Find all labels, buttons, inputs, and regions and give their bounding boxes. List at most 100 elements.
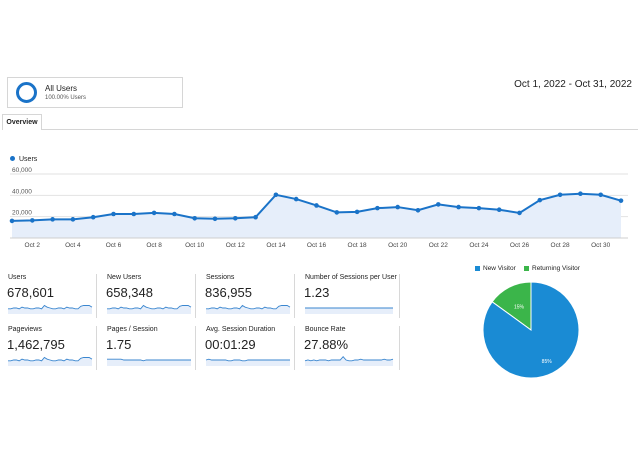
data-point[interactable] [70,217,76,222]
sparkline-area [305,356,393,366]
data-point[interactable] [354,209,360,215]
metric-sparkline [107,304,192,314]
metric-value: 27.88% [304,337,349,352]
sparkline-line [205,358,290,362]
data-point[interactable] [517,210,522,216]
returning-visitor-swatch [524,265,529,271]
metric-tile[interactable]: Users 678,601 [6,274,97,318]
data-point[interactable] [476,205,482,211]
x-tick-label: Oct 14 [266,242,286,249]
x-tick-label: Oct 18 [348,242,368,249]
legend-label: Users [19,156,38,163]
data-point[interactable] [334,210,340,215]
y-tick-label: 40,000 [12,188,32,195]
metric-label: Avg. Session Duration [206,326,276,333]
x-tick-label: Oct 28 [551,242,571,249]
sparkline-line [304,355,394,362]
metric-sparkline [205,358,290,366]
sparkline-area [206,305,290,314]
x-tick-label: Oct 8 [146,242,162,249]
data-point[interactable] [111,211,116,217]
pie-slice-new-visitor[interactable] [482,281,580,379]
x-tick-label: Oct 10 [185,242,205,249]
data-point[interactable] [436,202,441,207]
data-point[interactable] [9,218,15,224]
pie-legend-returning: Returning Visitor [524,265,580,272]
metric-sparkline [107,358,191,366]
metric-tile[interactable]: Avg. Session Duration 00:01:29 [204,326,295,370]
data-point[interactable] [172,211,177,217]
sparkline-area [107,305,191,314]
y-tick-label: 60,000 [12,167,32,174]
metric-value: 836,955 [205,285,252,300]
data-point[interactable] [273,192,279,198]
x-tick-label: Oct 24 [469,242,489,249]
sparkline-line [8,304,93,310]
pie-legend-new-label: New Visitor [483,265,516,272]
date-range-picker[interactable]: Oct 1, 2022 - Oct 31, 2022 [514,79,632,90]
metric-value: 1.75 [106,337,132,352]
metric-value: 678,601 [7,285,54,300]
metric-value: 1.23 [304,285,330,300]
metric-label: Sessions [206,274,235,281]
x-tick-label: Oct 30 [591,242,611,249]
metric-tile[interactable]: Bounce Rate 27.88% [303,326,400,370]
sparkline-area [8,357,92,366]
metric-sparkline [8,356,93,366]
data-point[interactable] [314,203,319,208]
sparkline-area [8,305,92,314]
data-point[interactable] [151,210,157,216]
metric-value: 00:01:29 [205,337,256,352]
tab-overview[interactable]: Overview [2,114,42,130]
sparkline-line [107,358,191,362]
users-line-chart: 60,000 40,000 20,000 Oct 2 Oct 4 Oct 6 Oct 8 Oc… [9,167,628,249]
sparkline-area [305,308,393,314]
data-point[interactable] [50,217,55,222]
metric-tile[interactable]: Sessions 836,955 [204,274,295,318]
segment-name: All Users [45,84,78,93]
data-point[interactable] [618,198,624,203]
pie-legend-new: New Visitor [475,265,516,272]
x-tick-label: Oct 12 [226,242,246,249]
pie-slice-label: 15% [514,304,525,310]
data-point[interactable] [293,196,299,202]
visitor-pie-chart: 15% 85% [482,281,580,379]
metric-label: Pageviews [8,326,42,333]
data-point[interactable] [375,205,380,211]
metric-sparkline [8,304,93,314]
data-point[interactable] [395,204,401,210]
metric-tile[interactable]: Pages / Session 1.75 [105,326,196,370]
data-point[interactable] [30,218,35,223]
tab-divider [42,129,638,130]
x-tick-label: Oct 20 [388,242,408,249]
data-point[interactable] [557,192,563,198]
segment-percent: 100.00% Users [45,95,87,101]
data-point[interactable] [537,197,543,203]
x-tick-label: Oct 2 [25,242,41,249]
segment-selector[interactable]: All Users 100.00% Users [7,77,183,108]
data-point[interactable] [496,207,502,213]
data-point[interactable] [456,204,461,210]
line-chart-legend: Users [10,156,37,163]
metric-value: 658,348 [106,285,153,300]
x-tick-label: Oct 16 [307,242,327,249]
data-point[interactable] [598,192,603,198]
metric-label: Bounce Rate [305,326,346,333]
data-point[interactable] [233,215,238,221]
metric-tile[interactable]: Number of Sessions per User 1.23 [303,274,400,318]
metric-tile[interactable]: Pageviews 1,462,795 [6,326,97,370]
data-point[interactable] [131,211,137,217]
metric-sparkline [305,307,393,314]
segment-ring-icon [16,82,37,103]
x-tick-label: Oct 6 [106,242,122,249]
data-point[interactable] [578,191,583,197]
sparkline-area [107,359,191,366]
metric-label: Pages / Session [107,326,158,333]
data-point[interactable] [192,215,197,221]
metric-tile[interactable]: New Users 658,348 [105,274,196,318]
data-point[interactable] [90,214,96,220]
data-point[interactable] [253,214,258,220]
data-point[interactable] [415,207,421,213]
sparkline-line [8,356,93,362]
data-point[interactable] [212,216,218,222]
